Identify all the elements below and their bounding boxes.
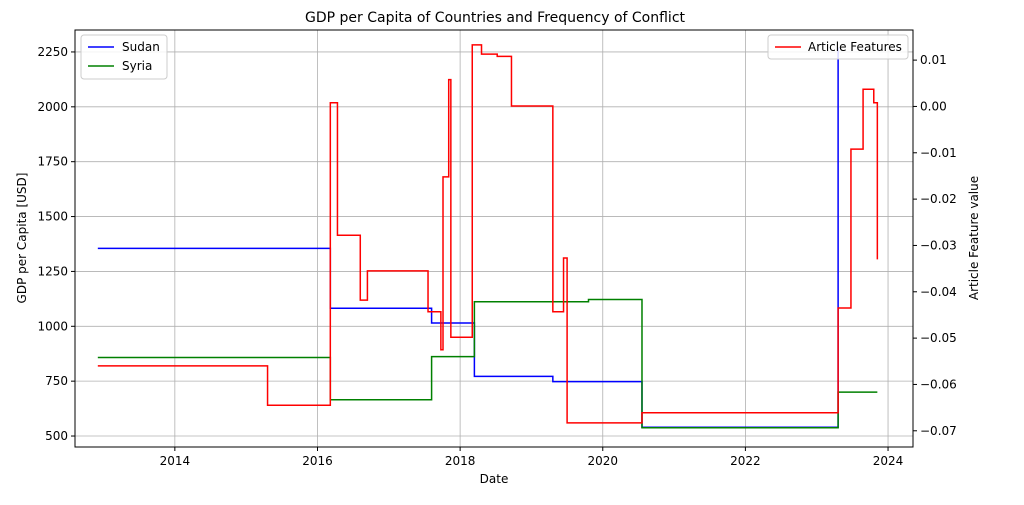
legend-right: Article Features — [767, 34, 909, 60]
y-tick-label: 500 — [45, 429, 68, 443]
legend-label-sudan: Sudan — [122, 40, 160, 54]
chart-title: GDP per Capita of Countries and Frequenc… — [305, 10, 686, 26]
series-line-syria — [97, 298, 878, 429]
series-line-sudan — [97, 47, 839, 428]
y2-tick-label: −0.03 — [920, 238, 957, 252]
plot-frame — [74, 29, 914, 448]
y2-axis-label: Article Feature value — [967, 176, 981, 300]
y-axis-label: GDP per Capita [USD] — [15, 173, 29, 304]
y2-tick-label: −0.01 — [920, 146, 957, 160]
x-tick-label: 2016 — [302, 454, 333, 468]
series-layer — [97, 44, 879, 429]
legend-left-box — [80, 34, 168, 80]
series-line-article-features — [97, 44, 879, 424]
x-tick-label: 2020 — [587, 454, 618, 468]
legend-right-box — [767, 34, 909, 60]
y2-tick-label: −0.06 — [920, 377, 957, 391]
y2-tick-label: 0.01 — [920, 53, 947, 67]
y2-tick-label: −0.07 — [920, 424, 957, 438]
y2-axis-ticks: −0.07 −0.06 −0.05 −0.04 −0.03 −0.02 −0.01 0.00 0… — [913, 53, 957, 438]
x-tick-label: 2022 — [730, 454, 761, 468]
y-tick-label: 1500 — [37, 210, 68, 224]
x-axis-ticks: 2014 2016 2018 2020 2022 2024 — [160, 447, 904, 468]
y2-tick-label: −0.02 — [920, 192, 957, 206]
x-axis-label: Date — [480, 472, 509, 486]
legend-label-article-features: Article Features — [808, 40, 902, 54]
y2-tick-label: 0.00 — [920, 99, 947, 113]
y-tick-label: 2000 — [37, 100, 68, 114]
y2-tick-label: −0.05 — [920, 331, 957, 345]
y-tick-label: 750 — [45, 374, 68, 388]
y-tick-label: 2250 — [37, 45, 68, 59]
legend-label-syria: Syria — [122, 59, 152, 73]
x-tick-label: 2024 — [873, 454, 904, 468]
y-tick-label: 1250 — [37, 264, 68, 278]
x-tick-label: 2014 — [160, 454, 191, 468]
y2-tick-label: −0.04 — [920, 285, 957, 299]
legend-left: Sudan Syria — [80, 34, 168, 80]
y-tick-label: 1000 — [37, 319, 68, 333]
y-tick-label: 1750 — [37, 155, 68, 169]
grid-layer — [75, 30, 913, 447]
x-tick-label: 2018 — [445, 454, 476, 468]
y-axis-ticks: 500 750 1000 1250 1500 1750 2000 2250 — [37, 45, 75, 443]
